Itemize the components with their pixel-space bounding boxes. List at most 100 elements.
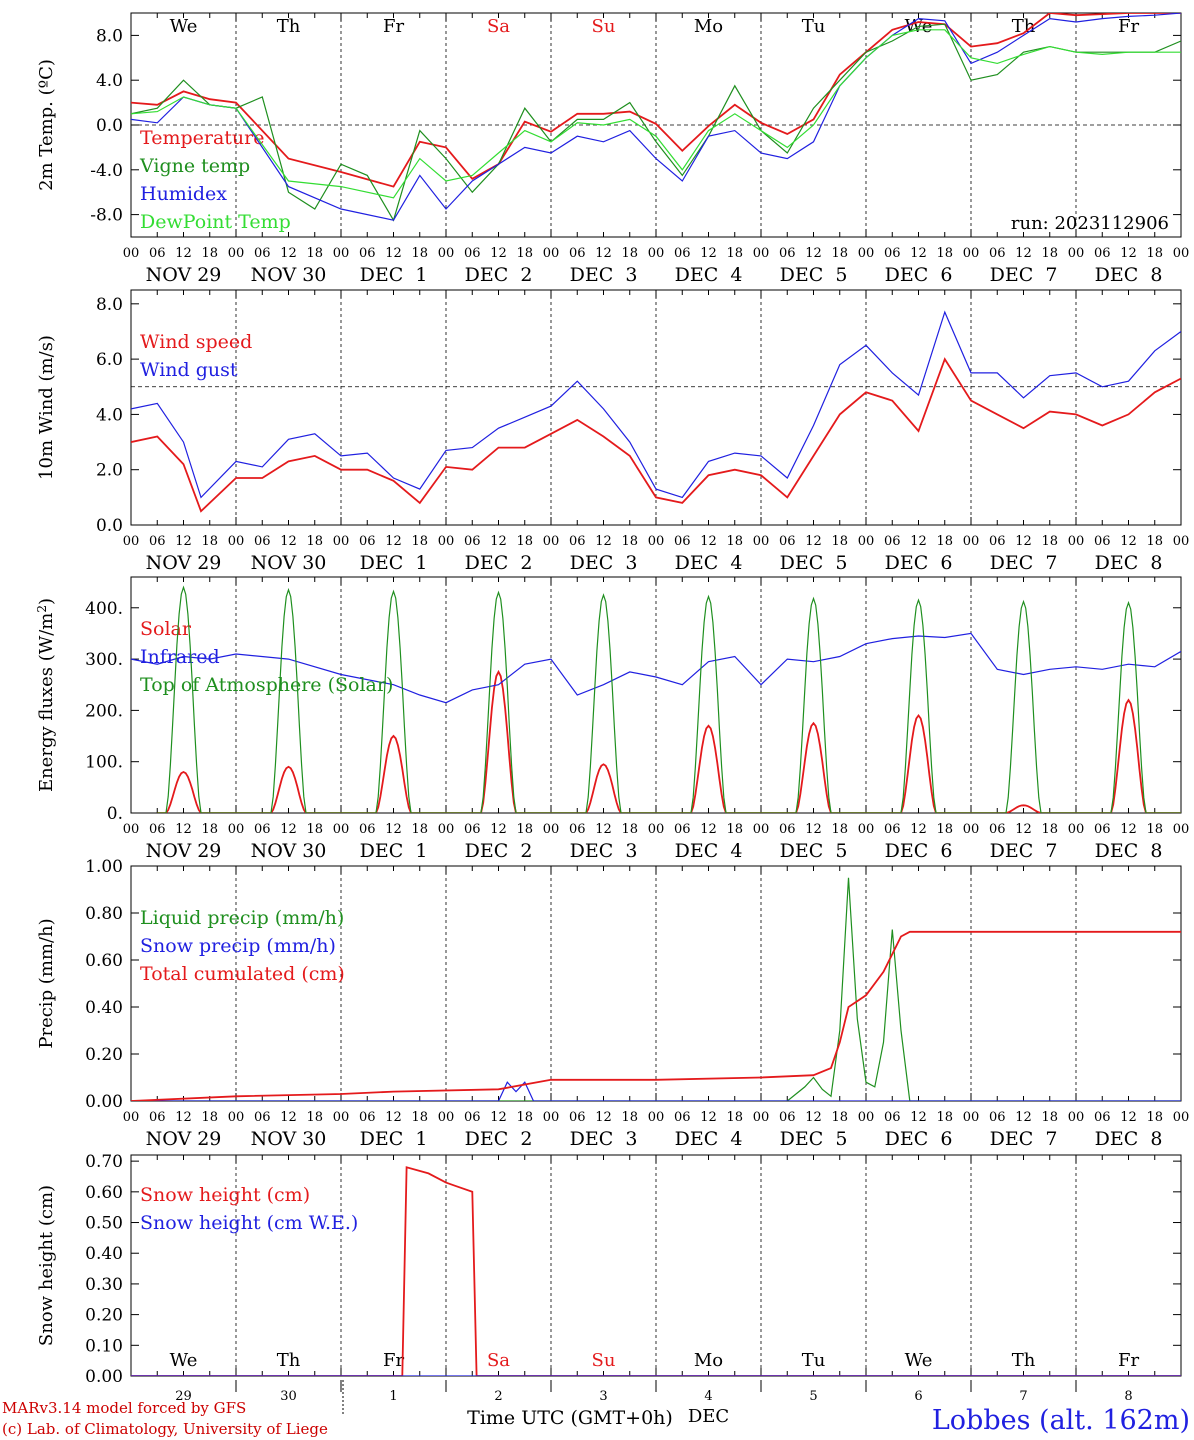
hour-label: 00 [858, 1110, 875, 1125]
hour-label: 12 [910, 534, 927, 549]
hour-label: 12 [1120, 1110, 1137, 1125]
hour-label: 00 [123, 822, 140, 837]
superscript: 2 [35, 605, 49, 613]
day-number: 6 [914, 1389, 922, 1404]
y-axis-label: 10m Wind (m/s) [36, 335, 57, 480]
hour-label: 18 [411, 1110, 428, 1125]
y-tick-label: 0.40 [85, 998, 123, 1018]
hour-label: 06 [359, 534, 376, 549]
hour-label: 12 [910, 1110, 927, 1125]
legend-entry: DewPoint Temp [140, 211, 291, 233]
hour-label: 00 [858, 534, 875, 549]
date-label: NOV 30 [251, 840, 327, 862]
hour-label: 12 [280, 1110, 297, 1125]
date-label: DEC 2 [465, 552, 533, 574]
hour-label: 12 [910, 246, 927, 261]
credit-line-1: MARv3.14 model forced by GFS [2, 1399, 246, 1417]
date-label: DEC 7 [990, 1128, 1058, 1150]
weekday-label: Tu [802, 1350, 826, 1371]
hour-label: 00 [543, 1110, 560, 1125]
date-label: NOV 29 [146, 264, 222, 286]
y-tick-label: 8.0 [96, 295, 123, 315]
hour-label: 00 [753, 822, 770, 837]
hour-label: 06 [674, 534, 691, 549]
hour-label: 12 [490, 534, 507, 549]
panel-4: 1.00 0.80 0.60 0.40 0.20 0.00 Precip (mm/h) 00 0… [36, 857, 1189, 1150]
panel-1: 8.0 4.0 0.0 -4.0 -8.0 2m Temp. (ºC) 00 06 12 18 00… [36, 12, 1189, 286]
hour-label: 00 [1068, 246, 1085, 261]
series-line-2 [131, 310, 1181, 499]
weekday-label: Th [277, 1350, 301, 1371]
hour-label: 12 [805, 534, 822, 549]
hour-label: 00 [438, 1110, 455, 1125]
hour-label: 12 [1120, 246, 1137, 261]
hour-label: 06 [674, 822, 691, 837]
hour-label: 00 [963, 1110, 980, 1125]
legend-entry: Wind speed [140, 331, 252, 353]
weekday-label: Th [277, 16, 301, 37]
hour-label: 06 [464, 1110, 481, 1125]
hour-label: 06 [569, 246, 586, 261]
hour-label: 00 [1068, 822, 1085, 837]
date-label: DEC 3 [570, 552, 638, 574]
weekday-label: We [170, 16, 198, 37]
series-line-2 [131, 1081, 1181, 1101]
weekday-label: Su [592, 16, 616, 37]
date-label: DEC 4 [675, 264, 743, 286]
weekday-label: Sa [487, 1350, 510, 1371]
date-label: DEC 1 [360, 264, 428, 286]
hour-label: 18 [1041, 822, 1058, 837]
panel-3: 400. 300. 200. 100. 0. Energy fluxes (W/m2) 00… [35, 576, 1189, 862]
weekday-label: Sa [487, 16, 510, 37]
date-label: DEC 8 [1095, 264, 1163, 286]
day-number: 2 [494, 1389, 502, 1404]
day-number: 7 [1019, 1389, 1027, 1404]
hour-label: 12 [595, 1110, 612, 1125]
date-label: DEC 5 [780, 1128, 848, 1150]
y-tick-label: 0.70 [85, 1152, 123, 1172]
hour-label: 18 [516, 1110, 533, 1125]
date-label: DEC 8 [1095, 552, 1163, 574]
hour-label: 18 [411, 822, 428, 837]
hour-label: 18 [1146, 246, 1163, 261]
hour-label: 00 [648, 1110, 665, 1125]
hour-label: 12 [1015, 1110, 1032, 1125]
y-axis-label: Precip (mm/h) [36, 918, 57, 1048]
hour-label: 06 [254, 1110, 271, 1125]
hour-label: 06 [989, 246, 1006, 261]
hour-label: 18 [306, 534, 323, 549]
hour-label: 12 [700, 822, 717, 837]
hour-label: 12 [910, 822, 927, 837]
location-label: Lobbes (alt. 162m) [932, 1405, 1190, 1436]
hour-label: 18 [201, 1110, 218, 1125]
hour-label: 12 [805, 822, 822, 837]
hour-label: 00 [228, 1110, 245, 1125]
day-number: 30 [280, 1389, 297, 1404]
hour-label: 00 [648, 246, 665, 261]
weekday-label: Fr [383, 16, 404, 37]
hour-label: 18 [936, 246, 953, 261]
hour-label: 12 [385, 822, 402, 837]
hour-label: 06 [989, 534, 1006, 549]
hour-label: 00 [123, 534, 140, 549]
y-tick-label: 0.20 [85, 1306, 123, 1326]
hour-label: 18 [516, 822, 533, 837]
series-line-3 [157, 585, 1181, 813]
y-tick-label: 8.0 [96, 26, 123, 46]
hour-label: 18 [621, 246, 638, 261]
hour-label: 18 [831, 246, 848, 261]
hour-label: 12 [700, 1110, 717, 1125]
y-tick-label: -4.0 [90, 161, 123, 181]
series-line-1 [131, 13, 1181, 188]
date-label: DEC 7 [990, 552, 1058, 574]
hour-label: 00 [1068, 534, 1085, 549]
hour-label: 00 [333, 1110, 350, 1125]
hour-label: 12 [700, 246, 717, 261]
y-tick-label: 200. [85, 701, 123, 721]
hour-label: 00 [753, 534, 770, 549]
hour-label: 00 [438, 534, 455, 549]
hour-label: 00 [858, 822, 875, 837]
date-label: DEC 5 [780, 264, 848, 286]
paren: ) [36, 598, 57, 605]
y-tick-label: 300. [85, 650, 123, 670]
